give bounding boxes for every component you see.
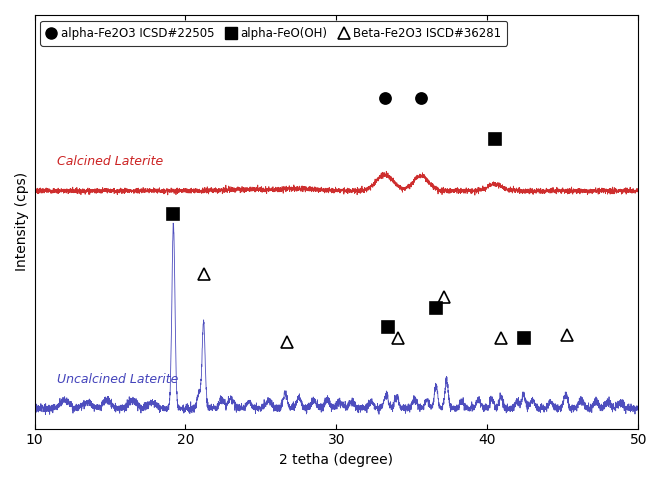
Y-axis label: Intensity (cps): Intensity (cps) (15, 172, 29, 271)
Legend: alpha-Fe2O3 ICSD#22505, alpha-FeO(OH), Beta-Fe2O3 ISCD#36281: alpha-Fe2O3 ICSD#22505, alpha-FeO(OH), B… (40, 21, 507, 46)
X-axis label: 2 tetha (degree): 2 tetha (degree) (279, 453, 393, 467)
Text: Uncalcined Laterite: Uncalcined Laterite (57, 374, 179, 387)
Text: Calcined Laterite: Calcined Laterite (57, 155, 164, 168)
